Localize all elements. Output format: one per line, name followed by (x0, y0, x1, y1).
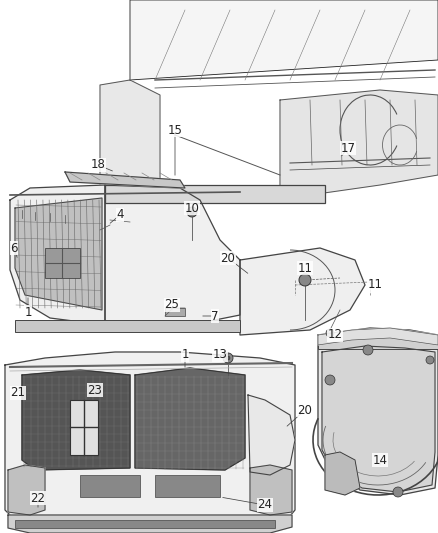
Polygon shape (325, 452, 360, 495)
Text: 13: 13 (212, 349, 227, 361)
Polygon shape (240, 248, 365, 335)
Text: 4: 4 (116, 208, 124, 222)
Bar (80, 475, 140, 497)
Text: 7: 7 (211, 310, 219, 322)
FancyBboxPatch shape (105, 185, 325, 203)
Circle shape (393, 487, 403, 497)
Circle shape (187, 207, 197, 217)
Text: 20: 20 (221, 252, 236, 264)
Circle shape (326, 329, 334, 337)
Text: 25: 25 (165, 298, 180, 311)
Polygon shape (22, 370, 130, 470)
Text: 11: 11 (367, 279, 382, 292)
Text: 23: 23 (88, 384, 102, 397)
Text: 21: 21 (11, 386, 25, 400)
Polygon shape (5, 352, 295, 533)
Circle shape (223, 353, 233, 363)
Polygon shape (100, 80, 160, 200)
Text: 1: 1 (24, 305, 32, 319)
Polygon shape (65, 172, 185, 188)
Polygon shape (318, 328, 438, 495)
FancyBboxPatch shape (15, 320, 240, 332)
Polygon shape (322, 346, 435, 492)
Text: 24: 24 (258, 498, 272, 512)
Circle shape (299, 274, 311, 286)
Polygon shape (8, 515, 292, 533)
Polygon shape (130, 0, 438, 80)
Text: 1: 1 (181, 349, 189, 361)
Text: 17: 17 (340, 141, 356, 155)
Text: 15: 15 (168, 124, 183, 136)
Polygon shape (105, 185, 240, 330)
Polygon shape (280, 90, 438, 195)
Text: 11: 11 (297, 262, 312, 274)
Text: 10: 10 (184, 201, 199, 214)
Text: 14: 14 (372, 454, 388, 466)
Bar (318, 335, 438, 349)
Bar (155, 475, 220, 497)
Circle shape (190, 210, 194, 214)
Text: 6: 6 (10, 241, 18, 254)
Circle shape (226, 356, 230, 360)
Polygon shape (318, 328, 438, 345)
Bar (15, 520, 275, 528)
Polygon shape (8, 465, 45, 515)
Text: 20: 20 (297, 403, 312, 416)
Polygon shape (135, 368, 245, 470)
Polygon shape (250, 465, 292, 515)
Text: 12: 12 (328, 328, 343, 342)
Bar (45, 248, 80, 278)
Circle shape (363, 345, 373, 355)
Polygon shape (10, 185, 105, 325)
Bar (70, 400, 98, 455)
Text: 22: 22 (31, 491, 46, 505)
Bar (165, 308, 185, 316)
Polygon shape (248, 395, 295, 475)
Text: 18: 18 (91, 158, 106, 172)
Polygon shape (15, 198, 102, 310)
Circle shape (426, 356, 434, 364)
Circle shape (325, 375, 335, 385)
